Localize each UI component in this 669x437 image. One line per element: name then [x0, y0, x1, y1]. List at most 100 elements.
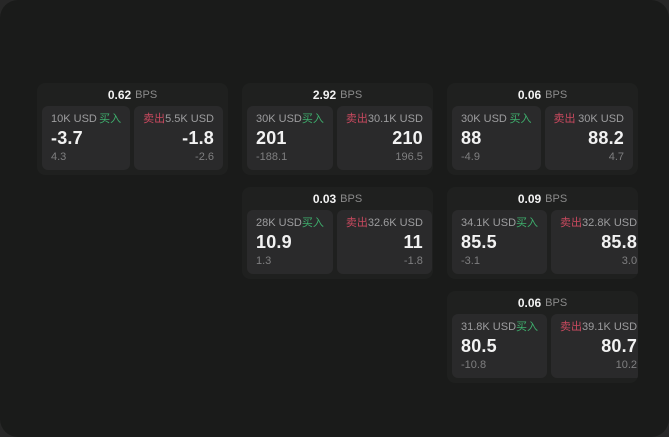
card-header: 0.06 BPS: [447, 83, 638, 106]
buy-panel[interactable]: 28K USD 买入 10.9 1.3: [247, 210, 333, 274]
sell-amount: 30.1K USD: [367, 113, 423, 125]
buy-price: 201: [256, 128, 287, 148]
sell-price: 11: [403, 232, 423, 252]
bps-unit-label: BPS: [545, 296, 568, 309]
bps-unit-label: BPS: [545, 88, 568, 101]
sell-tag[interactable]: 卖出: [143, 113, 166, 125]
sell-panel[interactable]: 卖出 32.8K USD 85.8 3.0: [551, 210, 638, 274]
sell-panel-top: 卖出 30.1K USD: [346, 113, 423, 126]
sell-amount: 30K USD: [578, 113, 624, 125]
buy-amount: 31.8K USD: [461, 321, 517, 333]
buy-tag[interactable]: 买入: [301, 113, 324, 125]
quote-card: 0.62 BPS 10K USD 买入 -3.7 4.3 卖出 5.5K USD…: [37, 83, 228, 175]
buy-delta: 1.3: [256, 255, 272, 267]
buy-tag[interactable]: 买入: [516, 217, 539, 229]
sell-panel[interactable]: 卖出 39.1K USD 80.7 10.2: [551, 314, 638, 378]
quote-card: 0.06 BPS 31.8K USD 买入 80.5 -10.8 卖出 39.1…: [447, 291, 638, 383]
sell-delta: 10.2: [615, 359, 638, 371]
sell-price: 210: [392, 128, 423, 148]
buy-amount: 30K USD: [461, 113, 507, 125]
quote-card: 0.03 BPS 28K USD 买入 10.9 1.3 卖出 32.6K US…: [242, 187, 433, 279]
buy-price: 88: [461, 128, 482, 148]
buy-amount: 30K USD: [256, 113, 302, 125]
bps-unit-label: BPS: [340, 88, 363, 101]
buy-sell-panels: 30K USD 买入 88 -4.9 卖出 30K USD 88.2 4.7: [447, 106, 638, 175]
buy-amount: 34.1K USD: [461, 217, 517, 229]
buy-amount: 28K USD: [256, 217, 302, 229]
sell-delta: -2.6: [195, 151, 214, 163]
buy-price: 10.9: [256, 232, 292, 252]
sell-price: -1.8: [182, 128, 214, 148]
sell-panel-top: 卖出 32.6K USD: [346, 217, 423, 230]
buy-price: -3.7: [51, 128, 83, 148]
sell-tag[interactable]: 卖出: [345, 217, 368, 229]
bps-value: 0.09: [517, 191, 542, 206]
sell-panel-top: 卖出 30K USD: [554, 113, 625, 126]
buy-sell-panels: 30K USD 买入 201 -188.1 卖出 30.1K USD 210 1…: [242, 106, 433, 175]
buy-delta: 4.3: [51, 151, 67, 163]
buy-delta: -4.9: [461, 151, 480, 163]
sell-panel[interactable]: 卖出 5.5K USD -1.8 -2.6: [134, 106, 223, 170]
bps-unit-label: BPS: [545, 192, 568, 205]
bps-unit-label: BPS: [135, 88, 158, 101]
card-header: 2.92 BPS: [242, 83, 433, 106]
buy-panel[interactable]: 30K USD 买入 88 -4.9: [452, 106, 541, 170]
buy-sell-panels: 10K USD 买入 -3.7 4.3 卖出 5.5K USD -1.8 -2.…: [37, 106, 228, 175]
card-header: 0.03 BPS: [242, 187, 433, 210]
buy-amount: 10K USD: [51, 113, 97, 125]
bps-value: 0.03: [312, 191, 337, 206]
sell-panel[interactable]: 卖出 30.1K USD 210 196.5: [336, 106, 432, 170]
buy-delta: -10.8: [461, 359, 487, 371]
card-header: 0.62 BPS: [37, 83, 228, 106]
buy-price: 80.5: [461, 336, 497, 356]
sell-amount: 39.1K USD: [582, 321, 638, 333]
sell-delta: 4.7: [608, 151, 624, 163]
sell-delta: -1.8: [403, 255, 423, 267]
sell-tag[interactable]: 卖出: [345, 113, 368, 125]
sell-amount: 32.6K USD: [367, 217, 423, 229]
buy-panel-top: 31.8K USD 买入: [461, 321, 538, 334]
sell-panel[interactable]: 卖出 30K USD 88.2 4.7: [544, 106, 633, 170]
sell-panel[interactable]: 卖出 32.6K USD 11 -1.8: [336, 210, 432, 274]
bps-value: 2.92: [312, 87, 337, 102]
bps-value: 0.06: [517, 295, 542, 310]
buy-panel[interactable]: 30K USD 买入 201 -188.1: [247, 106, 333, 170]
sell-price: 80.7: [601, 336, 638, 356]
buy-sell-panels: 34.1K USD 买入 85.5 -3.1 卖出 32.8K USD 85.8…: [447, 210, 638, 279]
quote-card: 0.06 BPS 30K USD 买入 88 -4.9 卖出 30K USD 8…: [447, 83, 638, 175]
bps-value: 0.06: [517, 87, 542, 102]
sell-panel-top: 卖出 5.5K USD: [143, 113, 214, 126]
sell-tag[interactable]: 卖出: [553, 113, 576, 125]
quote-card: 2.92 BPS 30K USD 买入 201 -188.1 卖出 30.1K …: [242, 83, 433, 175]
bps-unit-label: BPS: [340, 192, 363, 205]
sell-amount: 32.8K USD: [582, 217, 638, 229]
sell-amount: 5.5K USD: [165, 113, 214, 125]
buy-tag[interactable]: 买入: [516, 321, 539, 333]
buy-panel-top: 34.1K USD 买入: [461, 217, 538, 230]
sell-delta: 196.5: [395, 151, 423, 163]
buy-panel[interactable]: 10K USD 买入 -3.7 4.3: [42, 106, 131, 170]
quote-cards-grid: 0.62 BPS 10K USD 买入 -3.7 4.3 卖出 5.5K USD…: [37, 83, 638, 383]
buy-tag[interactable]: 买入: [301, 217, 324, 229]
buy-sell-panels: 28K USD 买入 10.9 1.3 卖出 32.6K USD 11 -1.8: [242, 210, 433, 279]
buy-panel[interactable]: 31.8K USD 买入 80.5 -10.8: [452, 314, 548, 378]
buy-panel-top: 10K USD 买入: [51, 113, 121, 126]
buy-tag[interactable]: 买入: [509, 113, 532, 125]
sell-price: 88.2: [588, 128, 624, 148]
buy-delta: -3.1: [461, 255, 480, 267]
buy-panel[interactable]: 34.1K USD 买入 85.5 -3.1: [452, 210, 548, 274]
sell-price: 85.8: [601, 232, 638, 252]
sell-panel-top: 卖出 39.1K USD: [560, 321, 637, 334]
buy-panel-top: 30K USD 买入: [256, 113, 324, 126]
sell-tag[interactable]: 卖出: [560, 217, 583, 229]
buy-panel-top: 28K USD 买入: [256, 217, 324, 230]
card-header: 0.09 BPS: [447, 187, 638, 210]
sell-panel-top: 卖出 32.8K USD: [560, 217, 637, 230]
quote-card: 0.09 BPS 34.1K USD 买入 85.5 -3.1 卖出 32.8K…: [447, 187, 638, 279]
buy-price: 85.5: [461, 232, 497, 252]
buy-tag[interactable]: 买入: [99, 113, 122, 125]
buy-panel-top: 30K USD 买入: [461, 113, 532, 126]
sell-tag[interactable]: 卖出: [560, 321, 583, 333]
